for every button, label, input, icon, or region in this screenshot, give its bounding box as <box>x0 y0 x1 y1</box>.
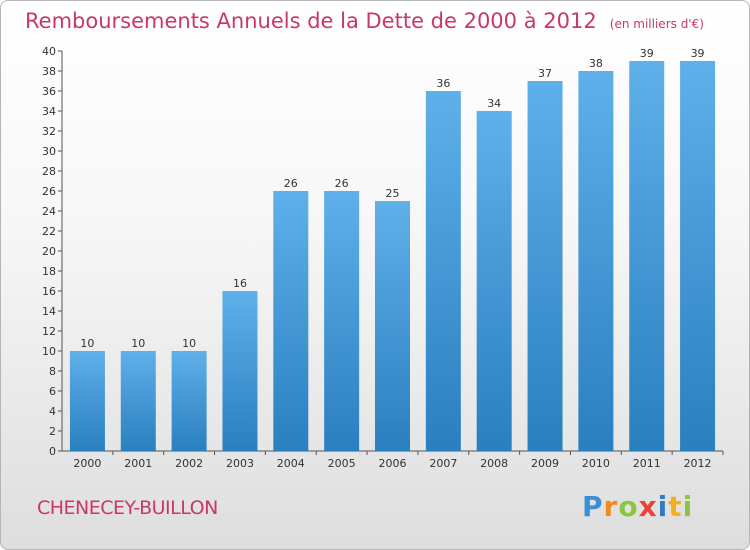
data-label-2006: 25 <box>386 187 400 200</box>
y-tick-label: 10 <box>42 345 56 358</box>
bar-2011 <box>629 61 665 451</box>
y-tick-label: 24 <box>42 205 56 218</box>
data-label-2009: 37 <box>538 67 552 80</box>
x-tick-label-2000: 2000 <box>73 457 101 470</box>
y-tick-label: 28 <box>42 165 56 178</box>
bar-2009 <box>527 81 563 451</box>
data-labels: 10 10 10 16 26 26 25 36 34 37 38 39 39 <box>80 47 704 350</box>
bar-2002 <box>171 351 207 451</box>
x-tick-label-2010: 2010 <box>582 457 610 470</box>
bar-2005 <box>324 191 360 451</box>
y-tick-label: 22 <box>42 225 56 238</box>
bar-2008 <box>476 111 512 451</box>
x-tick-label-2009: 2009 <box>531 457 559 470</box>
x-tick-label-2007: 2007 <box>429 457 457 470</box>
y-tick-label: 4 <box>49 405 56 418</box>
y-tick-label: 32 <box>42 125 56 138</box>
bar-2006 <box>375 201 410 451</box>
bar-2012 <box>680 61 716 451</box>
data-label-2001: 10 <box>131 337 145 350</box>
y-tick-label: 2 <box>49 425 56 438</box>
y-tick-label: 40 <box>42 45 56 58</box>
bar-2004 <box>273 191 309 451</box>
y-tick-label: 14 <box>42 305 56 318</box>
data-label-2011: 39 <box>640 47 654 60</box>
title-row: Remboursements Annuels de la Dette de 20… <box>25 9 704 33</box>
bar-2000 <box>69 351 105 451</box>
y-tick-label: 34 <box>42 105 56 118</box>
data-label-2012: 39 <box>691 47 705 60</box>
chart-subtitle: (en milliers d'€) <box>609 17 704 31</box>
y-tick-label: 0 <box>49 445 56 458</box>
place-name: CHENECEY-BUILLON <box>37 497 218 519</box>
bar-2001 <box>120 351 156 451</box>
axes: 0246810121416182022242628303234363840200… <box>42 45 724 470</box>
x-tick-label-2001: 2001 <box>124 457 152 470</box>
data-label-2005: 26 <box>335 177 349 190</box>
y-tick-label: 26 <box>42 185 56 198</box>
y-tick-label: 20 <box>42 245 56 258</box>
data-label-2000: 10 <box>80 337 94 350</box>
data-label-2003: 16 <box>233 277 247 290</box>
x-tick-label-2008: 2008 <box>480 457 508 470</box>
x-tick-label-2003: 2003 <box>226 457 254 470</box>
x-tick-label-2011: 2011 <box>633 457 661 470</box>
data-label-2004: 26 <box>284 177 298 190</box>
y-tick-label: 38 <box>42 65 56 78</box>
x-tick-label-2005: 2005 <box>328 457 356 470</box>
x-tick-label-2004: 2004 <box>277 457 305 470</box>
y-tick-label: 30 <box>42 145 56 158</box>
y-tick-label: 36 <box>42 85 56 98</box>
y-tick-label: 16 <box>42 285 56 298</box>
bar-2010 <box>578 71 614 451</box>
data-label-2010: 38 <box>589 57 603 70</box>
bars <box>69 61 716 451</box>
bar-2007 <box>425 91 461 451</box>
proxiti-logo[interactable]: Proxiti <box>582 490 694 523</box>
y-tick-label: 8 <box>49 365 56 378</box>
x-tick-label-2002: 2002 <box>175 457 203 470</box>
data-label-2008: 34 <box>487 97 501 110</box>
data-label-2007: 36 <box>436 77 450 90</box>
y-tick-label: 18 <box>42 265 56 278</box>
x-tick-label-2006: 2006 <box>379 457 407 470</box>
data-label-2002: 10 <box>182 337 196 350</box>
chart-title: Remboursements Annuels de la Dette de 20… <box>25 9 597 33</box>
y-tick-label: 6 <box>49 385 56 398</box>
x-tick-label-2012: 2012 <box>684 457 712 470</box>
y-tick-label: 12 <box>42 325 56 338</box>
bar-2003 <box>222 291 258 451</box>
